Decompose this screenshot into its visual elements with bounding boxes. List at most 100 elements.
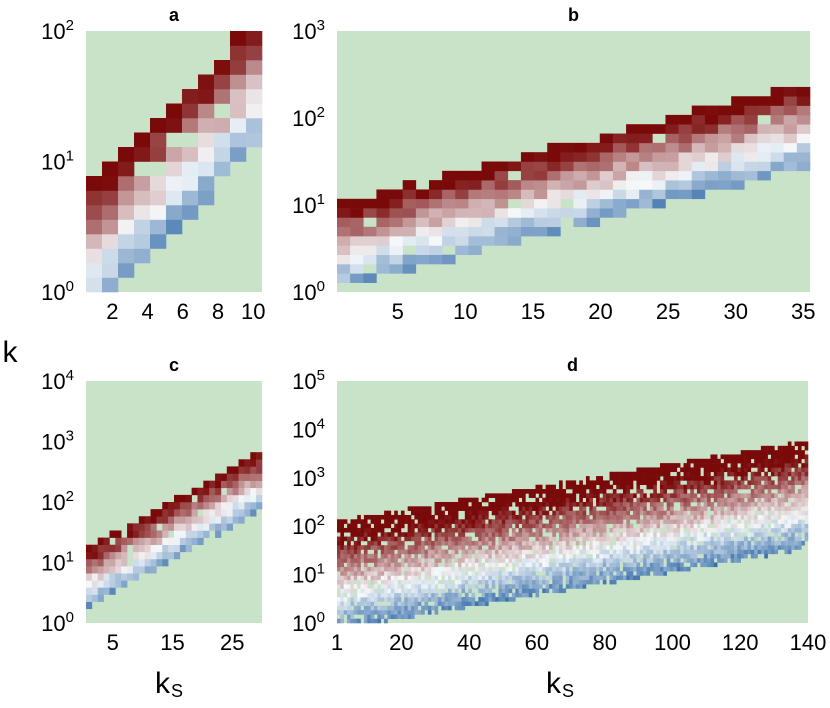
panel-b-cell — [731, 124, 745, 134]
panel-c-cell — [121, 566, 128, 574]
panel-d-cell — [602, 558, 607, 563]
panel-d-cell — [360, 592, 365, 598]
panel-d-cells — [337, 441, 809, 624]
panel-d-cell — [767, 445, 772, 451]
panel-d-cell — [559, 484, 563, 490]
panel-d-cell — [666, 493, 671, 498]
panel-d-cell — [461, 523, 466, 529]
panel-d-cell — [501, 493, 506, 498]
panel-d-cell — [380, 605, 385, 611]
panel-c-cell — [256, 452, 263, 460]
panel-b-cell — [770, 86, 785, 97]
panel-d-cell — [646, 558, 651, 563]
panel-d-cell — [710, 458, 715, 464]
panel-b-cell — [612, 161, 627, 172]
panel-b-cell — [586, 189, 601, 200]
panel-d-cell — [649, 519, 654, 524]
panel-d-cell — [626, 562, 630, 568]
panel-d-cell — [646, 519, 651, 524]
panel-d-cell — [390, 540, 395, 546]
panel-d-cell — [656, 467, 661, 473]
panel-d-cell — [777, 480, 782, 486]
panel-c-cell — [150, 523, 157, 531]
panel-d-cell — [434, 571, 439, 576]
panel-d-cell — [663, 476, 667, 481]
panel-d-cell — [740, 553, 745, 559]
panel-d-cell — [646, 476, 651, 481]
panel-d-cell — [612, 527, 617, 533]
panel-b-cell — [757, 96, 771, 106]
panel-c-cell — [209, 516, 216, 524]
panel-d-cell — [801, 454, 805, 460]
panel-d-cell — [680, 553, 684, 559]
panel-b-cell — [626, 124, 640, 134]
panel-d-cell — [686, 463, 691, 468]
panel-d-cell — [508, 536, 513, 542]
panel-d-cell — [713, 471, 718, 477]
panel-d-cell — [374, 571, 378, 576]
panel-d-cell — [676, 463, 681, 468]
panel-c-cell — [156, 509, 163, 517]
panel-d-cell — [737, 484, 742, 490]
panel-a-cell — [102, 263, 119, 278]
panel-c-cell — [138, 530, 145, 538]
panel-d-cell — [612, 519, 617, 524]
panel-d-cell — [390, 566, 395, 572]
panel-c-cell — [226, 494, 233, 503]
panel-c-cell — [191, 516, 198, 524]
panel-a-cell — [86, 176, 103, 191]
panel-b-cell — [415, 208, 430, 218]
panel-d-cell — [525, 489, 530, 494]
panel-d-cell — [572, 514, 577, 520]
panel-c-cell — [109, 580, 116, 588]
panel-d-cell — [417, 566, 422, 572]
panel-d-cell — [424, 510, 429, 516]
panel-d-cell — [770, 506, 775, 511]
panel-d-cell — [723, 514, 728, 520]
panel-b-cell — [731, 105, 745, 116]
panel-d-cell — [757, 480, 762, 486]
panel-d-cell — [633, 553, 637, 559]
panel-b-cell — [691, 114, 706, 125]
panel-d-cell — [501, 584, 506, 589]
panel-d-cell — [683, 510, 688, 516]
panel-d-cell — [666, 471, 671, 477]
panel-d-cell — [744, 553, 748, 559]
panel-d-cell — [680, 527, 684, 533]
panel-d-cell — [337, 519, 341, 524]
panel-d-cell — [458, 605, 462, 611]
panel-d-cell — [710, 519, 715, 524]
panel-d-cell — [579, 571, 583, 576]
panel-b-cell — [547, 217, 561, 228]
panel-d-cell — [538, 562, 543, 568]
panel-d-cell — [754, 519, 758, 524]
panel-d-cell — [528, 489, 533, 494]
panel-d-cell — [387, 532, 392, 537]
panel-d-cell — [572, 523, 577, 529]
panel-d-cell — [646, 514, 651, 520]
panel-d-cell — [727, 532, 731, 537]
panel-d-cell — [707, 562, 711, 568]
panel-d-cell — [616, 566, 620, 572]
panel-d-cell — [791, 523, 795, 529]
panel-d-cell — [622, 523, 627, 529]
panel-d-cell — [636, 510, 641, 516]
panel-d-cell — [390, 514, 395, 520]
panel-d-cell — [703, 545, 708, 550]
panel-d-cell — [414, 536, 419, 542]
panel-d-cell — [522, 540, 526, 546]
panel-d-cell — [757, 489, 762, 494]
panel-d-cell — [444, 601, 449, 607]
panel-d-cell — [458, 562, 462, 568]
panel-d-cell — [498, 523, 503, 529]
panel-d-cell — [535, 558, 540, 563]
panel-d-cell — [434, 558, 439, 563]
panel-d-cell — [744, 506, 748, 511]
y-axis-label: k — [3, 336, 19, 369]
panel-d-cell — [380, 514, 385, 520]
panel-d-cell — [569, 532, 573, 537]
panel-d-cell — [572, 571, 577, 576]
panel-d-cell — [777, 467, 782, 473]
panel-d-cell — [458, 579, 462, 585]
